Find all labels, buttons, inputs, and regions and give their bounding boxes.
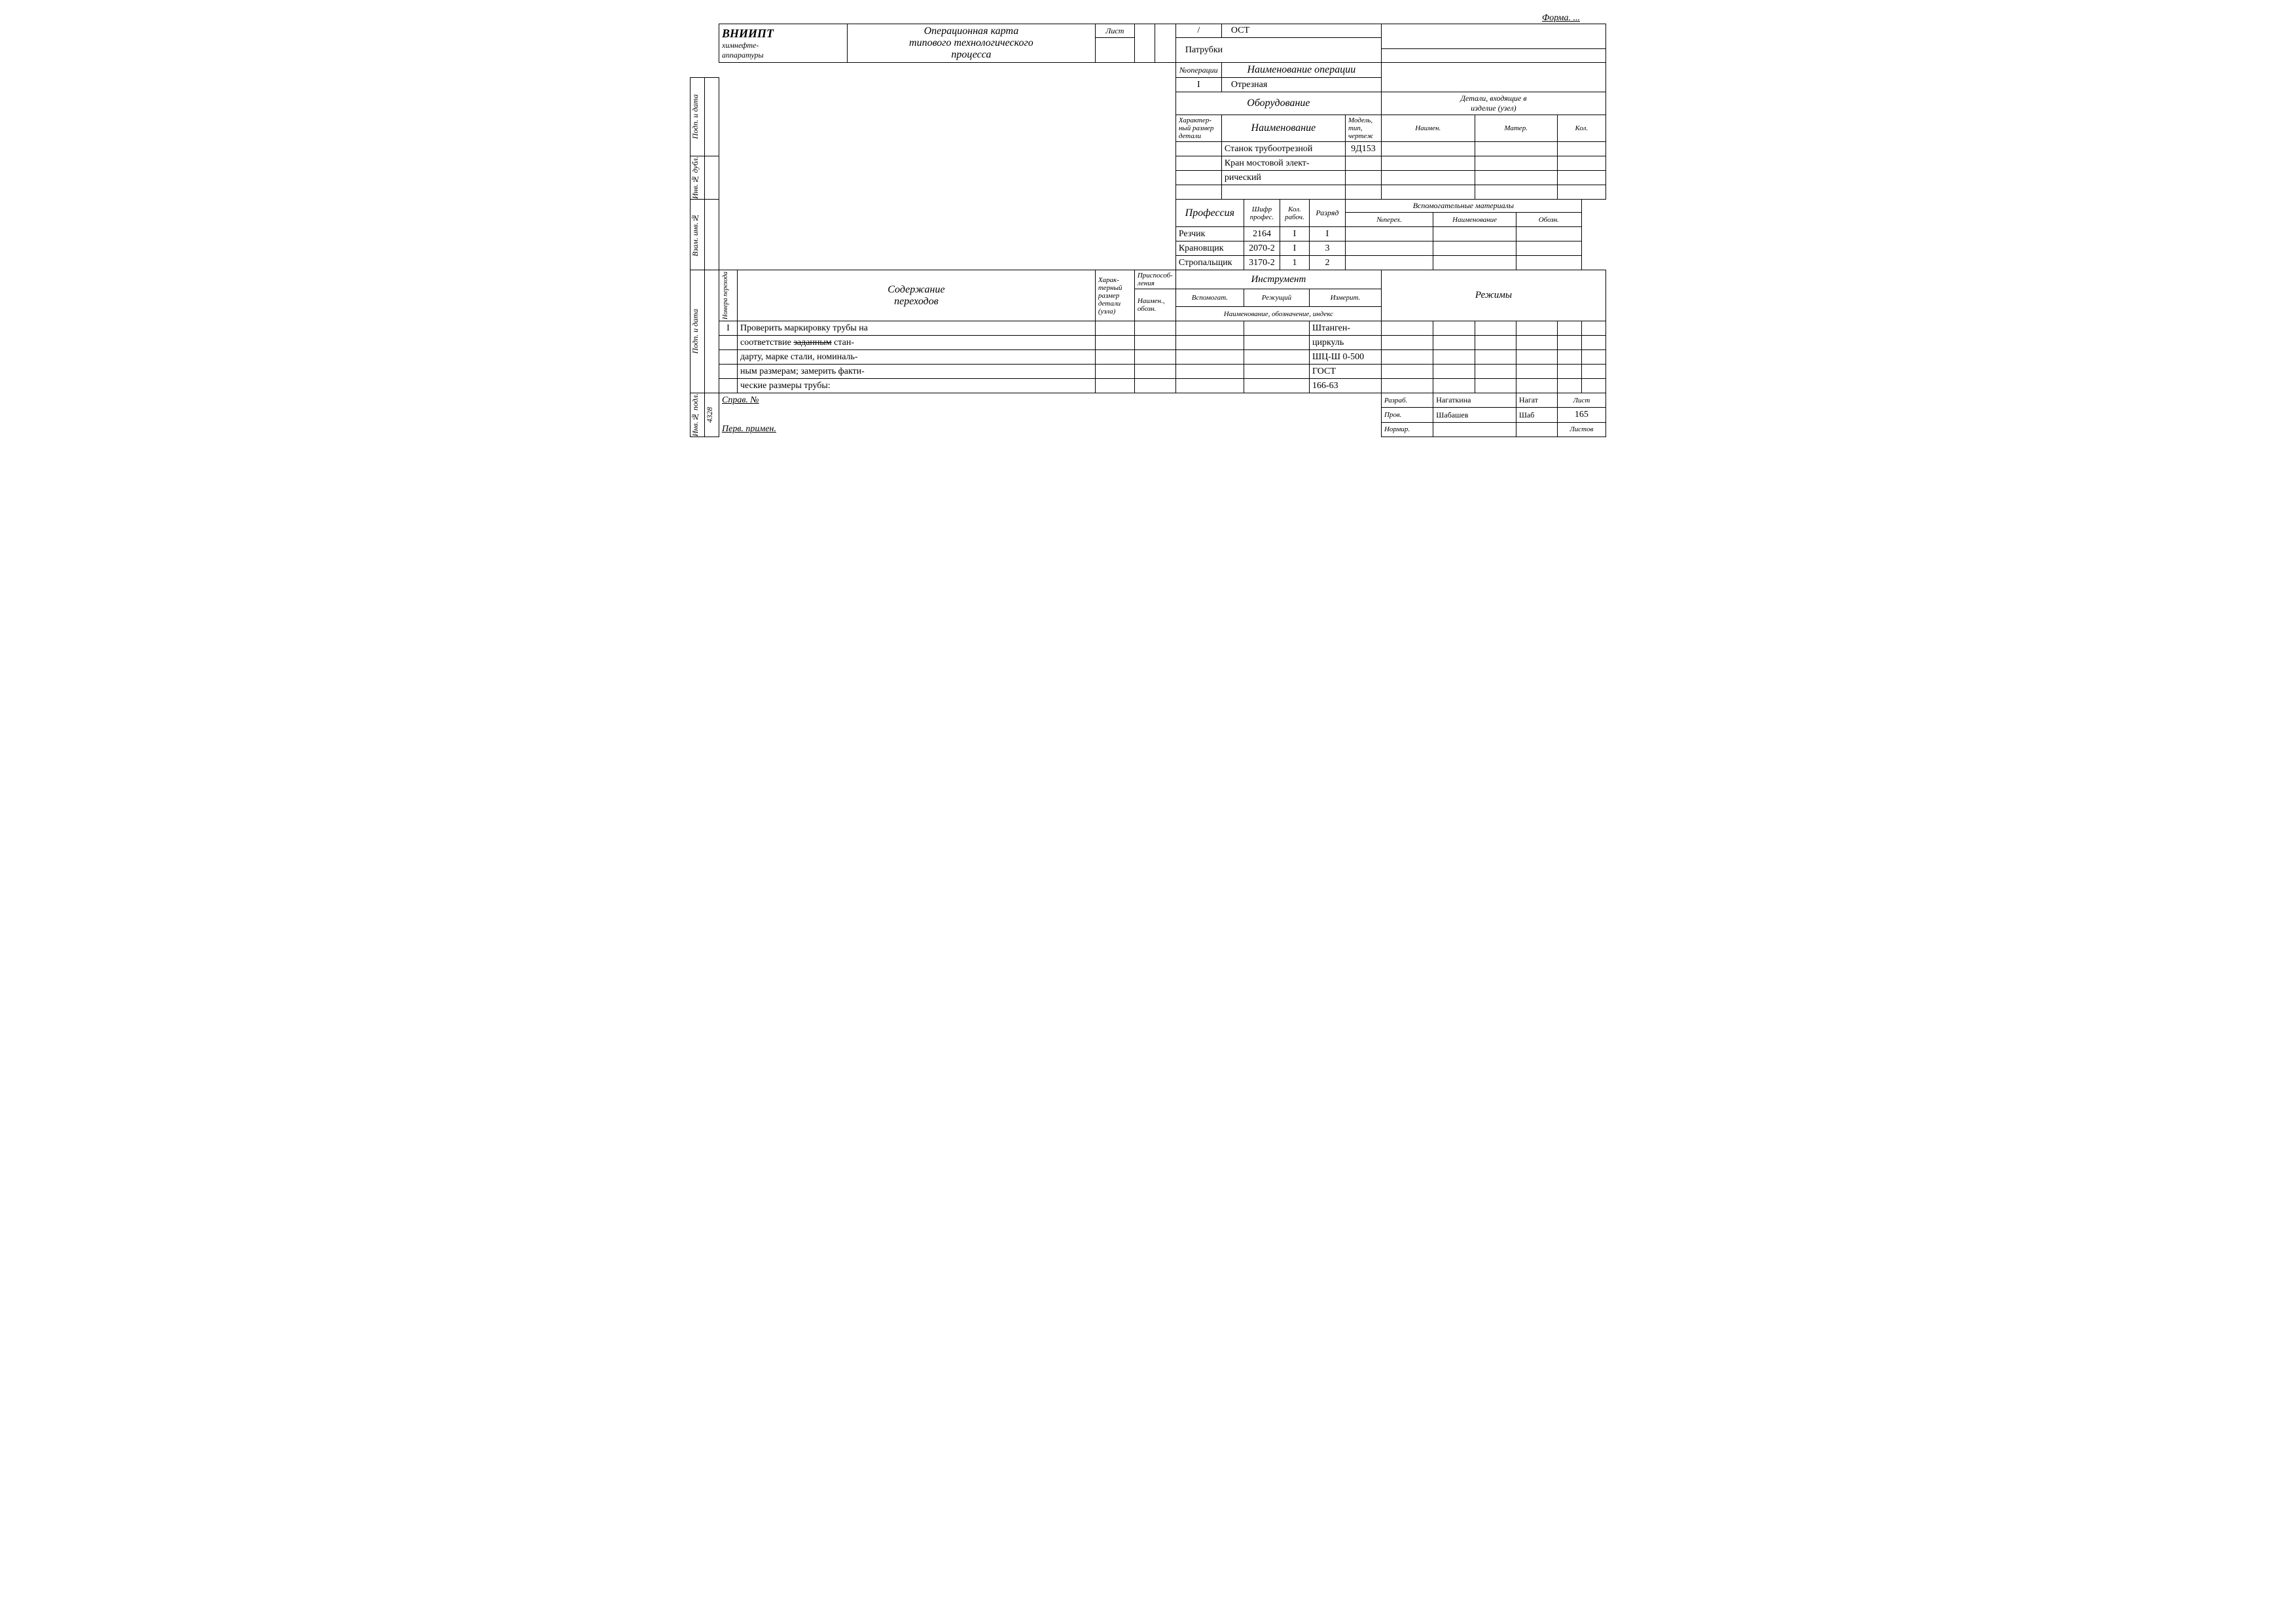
prof-hdr: Профессия (1175, 200, 1244, 227)
content-row-0-num: I (719, 321, 738, 336)
footer-razrab-sig: Нагат (1516, 393, 1557, 408)
aux-oboz-hdr: Обозн. (1516, 213, 1581, 227)
side-vzam-inv: Взам. инв.№ (691, 213, 700, 257)
equip-row-1-model (1345, 156, 1381, 171)
content-row-1-izmer: циркуль (1309, 336, 1381, 350)
side-podp-data-1: Подп. и дата (691, 94, 700, 139)
parts-hdr: Детали, входящие в изделие (узел) (1381, 92, 1605, 115)
content-row-1-num (719, 336, 738, 350)
equip-row-0-model: 9Д153 (1345, 142, 1381, 156)
ost-cell: ОСТ (1221, 24, 1381, 38)
model-hdr: Модель, тип, чертеж (1345, 115, 1381, 142)
instr-izmer: Измерит. (1309, 289, 1381, 307)
parts-naimen-hdr: Наимен. (1381, 115, 1475, 142)
content-row-2-izmer: ШЦ-Ш 0-500 (1309, 350, 1381, 365)
side-inv-podl: Инв.№ подл. (691, 393, 700, 437)
regime-hdr: Режимы (1381, 270, 1605, 321)
prof-row-0-name: Резчик (1175, 227, 1244, 241)
blank-top-right (1381, 24, 1605, 49)
content-row-3-izmer: ГОСТ (1309, 365, 1381, 379)
prof-row-0-rank: I (1309, 227, 1345, 241)
op-num-hdr: №операции (1175, 63, 1221, 78)
operation-card-sheet: Форма. ... ВНИИПТ химнефте- аппаратуры О… (690, 13, 1606, 437)
equip-row-0-name: Станок трубоотрезной (1221, 142, 1345, 156)
prof-row-0-cnt: I (1280, 227, 1309, 241)
equip-row-2-name: рический (1221, 171, 1345, 185)
slash: / (1175, 24, 1221, 38)
footer-prov-name: Шабашев (1433, 408, 1516, 422)
naimen-oboz-hdr: Наимен., обозн. (1134, 289, 1175, 321)
prof-row-0-code: 2164 (1244, 227, 1280, 241)
list-label: Лист (1095, 24, 1134, 38)
parts-mater-hdr: Матер. (1475, 115, 1557, 142)
side-podp-data-2: Подп. и дата (691, 309, 700, 353)
shifr-hdr: Шифр профес. (1244, 200, 1280, 227)
content-row-3-text: ным размерам; замерить факти- (738, 365, 1096, 379)
content-row-4-text: ческие размеры трубы: (738, 379, 1096, 393)
trans-content-hdr: Содержание переходов (738, 270, 1096, 321)
naimen-hdr: Наименование (1221, 115, 1345, 142)
aux-naimen-hdr: Наименование (1433, 213, 1516, 227)
footer-sprav: Справ. № (722, 395, 759, 405)
form-label: Форма. ... (690, 13, 1606, 24)
footer-list-label: Лист (1557, 393, 1605, 408)
aux-mat-hdr: Вспомогательные материалы (1345, 200, 1581, 213)
prof-row-2-rank: 2 (1309, 256, 1345, 270)
footer-prov-sig: Шаб (1516, 408, 1557, 422)
footer-list-num: 165 (1557, 408, 1605, 422)
footer-razrab-name: Нагаткина (1433, 393, 1516, 408)
char-size-hdr: Характер- ный размер детали (1175, 115, 1221, 142)
footer-norm-label: Нормир. (1381, 422, 1433, 437)
op-name-hdr: Наименование операции (1221, 63, 1381, 78)
prof-row-1-rank: 3 (1309, 241, 1345, 256)
side-inv-num: 4328 (705, 407, 715, 423)
footer-prov-label: Пров. (1381, 408, 1433, 422)
char-size2-hdr: Харак- терный размер детали (узла) (1095, 270, 1134, 321)
kol-rab-hdr: Кол. рабоч. (1280, 200, 1309, 227)
prof-row-1-cnt: I (1280, 241, 1309, 256)
org-cell: ВНИИПТ химнефте- аппаратуры (719, 24, 848, 63)
trans-num-hdr: Номера перехода (722, 272, 729, 319)
prof-row-2-name: Стропальщик (1175, 256, 1244, 270)
instr-vspomog: Вспомогат. (1175, 289, 1244, 307)
part-name: Патрубки (1175, 38, 1381, 63)
content-row-0-text: Проверить маркировку трубы на (738, 321, 1096, 336)
op-name: Отрезная (1221, 78, 1381, 92)
footer-listov-label: Листов (1557, 422, 1605, 437)
equip-row-1-name: Кран мостовой элект- (1221, 156, 1345, 171)
razr-hdr: Разряд (1309, 200, 1345, 227)
content-row-4-izmer: 166-63 (1309, 379, 1381, 393)
prof-row-1-code: 2070-2 (1244, 241, 1280, 256)
prof-row-1-name: Крановщик (1175, 241, 1244, 256)
instr-rezh: Режущий (1244, 289, 1309, 307)
footer-perv: Перв. примен. (722, 424, 776, 434)
footer-razrab-label: Разраб. (1381, 393, 1433, 408)
content-row-1-text: соответствие заданным стан- (738, 336, 1096, 350)
side-inv-dubl: Инв.№ дубл. (691, 156, 700, 199)
prof-row-2-code: 3170-2 (1244, 256, 1280, 270)
equip-hdr: Оборудование (1175, 92, 1381, 115)
aux-num-hdr: №перех. (1345, 213, 1433, 227)
op-num: I (1175, 78, 1221, 92)
main-table: ВНИИПТ химнефте- аппаратуры Операционная… (690, 24, 1606, 437)
prisposob-hdr: Приспособ- ления (1134, 270, 1175, 289)
content-row-0-izmer: Штанген- (1309, 321, 1381, 336)
equip-row-3-name (1221, 185, 1345, 200)
instrument-hdr: Инструмент (1175, 270, 1381, 289)
parts-kol-hdr: Кол. (1557, 115, 1605, 142)
doc-title: Операционная карта типового технологичес… (848, 24, 1096, 63)
content-row-2-text: дарту, марке стали, номиналь- (738, 350, 1096, 365)
prof-row-2-cnt: 1 (1280, 256, 1309, 270)
instr-sub: Наименование, обозначение, индекс (1175, 307, 1381, 321)
